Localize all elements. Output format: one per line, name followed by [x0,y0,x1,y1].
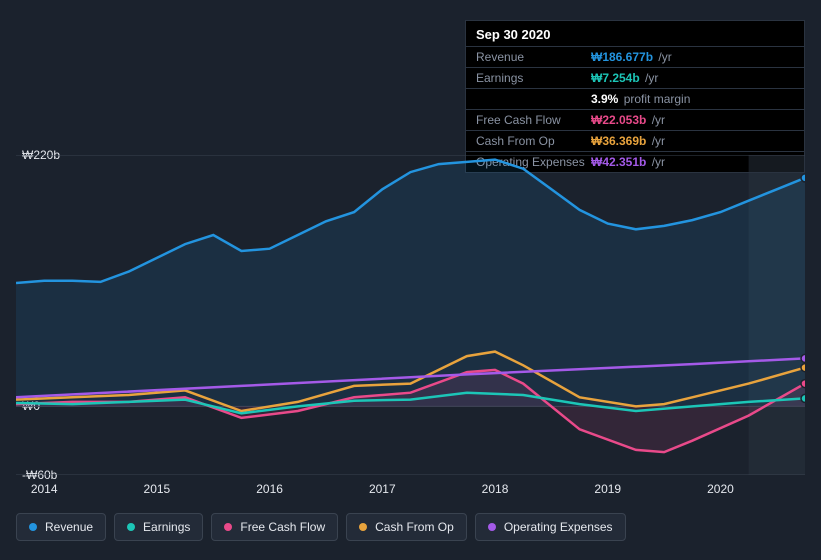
chart-svg [16,155,805,475]
tooltip-row-value: ₩7.254b /yr [591,71,794,85]
legend-item-operating-expenses[interactable]: Operating Expenses [475,513,626,541]
x-tick-label: 2018 [482,482,509,496]
x-tick-label: 2015 [144,482,171,496]
x-tick-label: 2014 [31,482,58,496]
tooltip-row-label: Revenue [476,50,591,64]
series-end-dot [801,174,805,182]
legend-label: Free Cash Flow [240,520,325,534]
x-axis-labels: 2014 2015 2016 2017 2018 2019 2020 [16,482,805,500]
tooltip-row-value: ₩36.369b /yr [591,134,794,148]
legend-item-earnings[interactable]: Earnings [114,513,203,541]
legend-label: Earnings [143,520,190,534]
legend-item-revenue[interactable]: Revenue [16,513,106,541]
x-tick-label: 2016 [256,482,283,496]
tooltip-rows: Revenue₩186.677b /yrEarnings₩7.254b /yr3… [466,46,804,172]
legend-label: Operating Expenses [504,520,613,534]
tooltip-row-value: ₩22.053b /yr [591,113,794,127]
x-tick-label: 2020 [707,482,734,496]
tooltip-row: Earnings₩7.254b /yr [466,67,804,88]
series-end-dot [801,380,805,388]
tooltip-row-value: 3.9% profit margin [591,92,794,106]
tooltip-row-label [476,92,591,106]
tooltip-row: Free Cash Flow₩22.053b /yr [466,109,804,130]
series-end-dot [801,354,805,362]
legend-dot-icon [359,523,367,531]
tooltip-date: Sep 30 2020 [466,21,804,46]
legend-dot-icon [488,523,496,531]
tooltip-row-label: Earnings [476,71,591,85]
x-tick-label: 2017 [369,482,396,496]
tooltip-row-value: ₩186.677b /yr [591,50,794,64]
series-end-dot [801,364,805,372]
financial-chart[interactable] [16,155,805,475]
tooltip-row-label: Free Cash Flow [476,113,591,127]
chart-legend: Revenue Earnings Free Cash Flow Cash From O… [16,513,626,541]
legend-label: Revenue [45,520,93,534]
legend-dot-icon [29,523,37,531]
legend-dot-icon [127,523,135,531]
legend-dot-icon [224,523,232,531]
legend-item-cash-from-op[interactable]: Cash From Op [346,513,467,541]
x-tick-label: 2019 [594,482,621,496]
series-end-dot [801,394,805,402]
series-area-revenue [16,160,805,407]
tooltip-row: Revenue₩186.677b /yr [466,46,804,67]
legend-label: Cash From Op [375,520,454,534]
tooltip-row: Cash From Op₩36.369b /yr [466,130,804,151]
tooltip-row-label: Cash From Op [476,134,591,148]
data-tooltip: Sep 30 2020 Revenue₩186.677b /yrEarnings… [465,20,805,173]
tooltip-row: 3.9% profit margin [466,88,804,109]
legend-item-free-cash-flow[interactable]: Free Cash Flow [211,513,338,541]
